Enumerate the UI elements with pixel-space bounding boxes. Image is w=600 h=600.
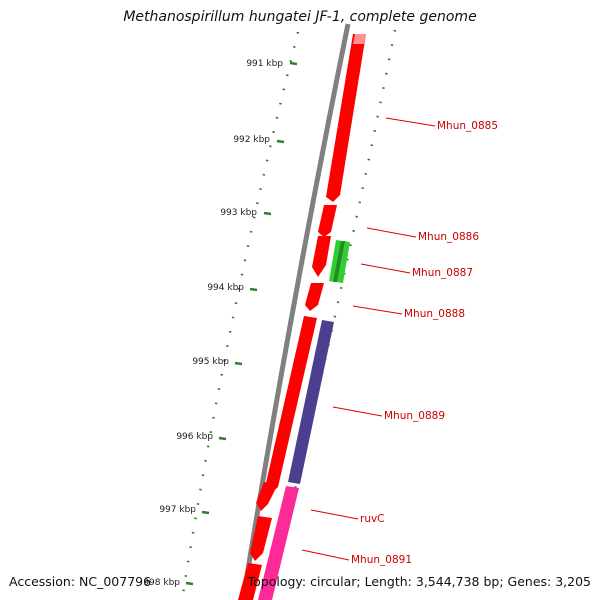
- gene-label-mhun-0891[interactable]: Mhun_0891: [351, 554, 412, 566]
- gene-arrow-mhun-0886[interactable]: [318, 205, 337, 237]
- gene-arrow-mhun-0891[interactable]: [250, 516, 272, 561]
- outer-guide-dots: [180, 31, 300, 600]
- tick-mark: [218, 436, 227, 441]
- gene-arrow-ruvc-region[interactable]: [256, 482, 278, 511]
- leader-line: [352, 305, 403, 315]
- leader-line: [385, 117, 436, 127]
- gene-arrow-mhun-0889[interactable]: [288, 320, 334, 484]
- topology-text: Topology: circular; Length: 3,544,738 bp…: [247, 574, 591, 589]
- leader-line: [332, 406, 383, 417]
- gene-arrow-bottom[interactable]: [238, 563, 262, 600]
- tick-label: 995 kbp: [192, 357, 229, 367]
- gene-arrow-large-1[interactable]: [266, 316, 317, 494]
- tick-mark: [249, 287, 258, 292]
- tick-label: 998 kbp: [143, 578, 180, 588]
- gene-arrow-mhun-0887-stripe: [333, 241, 345, 282]
- gene-label-mhun-0886[interactable]: Mhun_0886: [418, 231, 479, 243]
- tick-label: 994 kbp: [207, 283, 244, 293]
- accession-text: Accession: NC_007796: [9, 574, 152, 589]
- tick-label: 997 kbp: [159, 505, 196, 515]
- tick-mark: [201, 510, 210, 515]
- gene-label-mhun-0887[interactable]: Mhun_0887: [412, 267, 473, 279]
- tick-label: 993 kbp: [220, 208, 257, 218]
- label-leader-lines: [301, 117, 436, 561]
- tick-label: 996 kbp: [176, 432, 213, 442]
- gene-arrow-mhun-0885-highlight: [353, 34, 366, 44]
- gene-arrow-ruvc[interactable]: [258, 486, 299, 600]
- tick-mark: [263, 211, 272, 216]
- map-title: Methanospirillum hungatei JF-1, complete…: [123, 9, 477, 25]
- gene-label-ruvc[interactable]: ruvC: [360, 513, 385, 525]
- leader-line: [310, 509, 359, 520]
- leader-line: [301, 549, 350, 561]
- kbp-tick-labels: 991 kbp 992 kbp 993 kbp 994 kbp 995 kbp …: [143, 59, 283, 588]
- kbp-tick-marks: [185, 61, 298, 586]
- gene-labels: Mhun_0885 Mhun_0886 Mhun_0887 Mhun_0888 …: [351, 120, 498, 566]
- gene-arrow-mhun-0888[interactable]: [305, 283, 324, 311]
- forward-strand-genes: [238, 34, 366, 600]
- tick-mark: [276, 139, 285, 144]
- gene-label-mhun-0888[interactable]: Mhun_0888: [404, 308, 465, 320]
- leader-line: [360, 263, 411, 274]
- gene-label-mhun-0885[interactable]: Mhun_0885: [437, 120, 498, 132]
- tick-label: 992 kbp: [233, 135, 270, 145]
- leader-line: [366, 227, 417, 238]
- tick-mark: [234, 361, 243, 366]
- genome-backbone: [240, 23, 351, 600]
- tick-mark: [289, 61, 298, 66]
- reverse-strand-genes: [258, 240, 350, 600]
- gene-arrow-mhun-0885[interactable]: [326, 34, 366, 202]
- gene-label-mhun-0889[interactable]: Mhun_0889: [384, 410, 445, 422]
- gene-arrow-mhun-0886b[interactable]: [312, 236, 331, 277]
- tick-mark: [185, 581, 194, 586]
- tick-label: 991 kbp: [246, 59, 283, 69]
